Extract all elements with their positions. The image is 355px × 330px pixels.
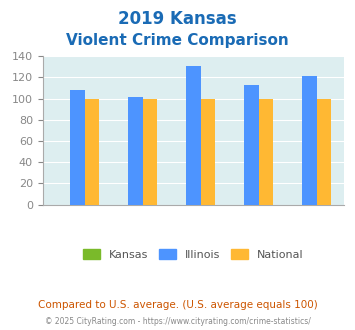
Bar	[244, 85, 259, 205]
Bar	[186, 66, 201, 205]
Bar	[85, 99, 99, 205]
Bar	[143, 99, 157, 205]
Bar	[259, 99, 273, 205]
Bar	[317, 99, 331, 205]
Text: 2019 Kansas: 2019 Kansas	[118, 10, 237, 28]
Text: © 2025 CityRating.com - https://www.cityrating.com/crime-statistics/: © 2025 CityRating.com - https://www.city…	[45, 317, 310, 326]
Text: Violent Crime Comparison: Violent Crime Comparison	[66, 33, 289, 48]
Legend: Kansas, Illinois, National: Kansas, Illinois, National	[79, 245, 308, 264]
Bar	[70, 90, 85, 205]
Bar	[128, 97, 143, 205]
Text: Compared to U.S. average. (U.S. average equals 100): Compared to U.S. average. (U.S. average …	[38, 300, 317, 310]
Bar	[201, 99, 215, 205]
Bar	[302, 76, 317, 205]
